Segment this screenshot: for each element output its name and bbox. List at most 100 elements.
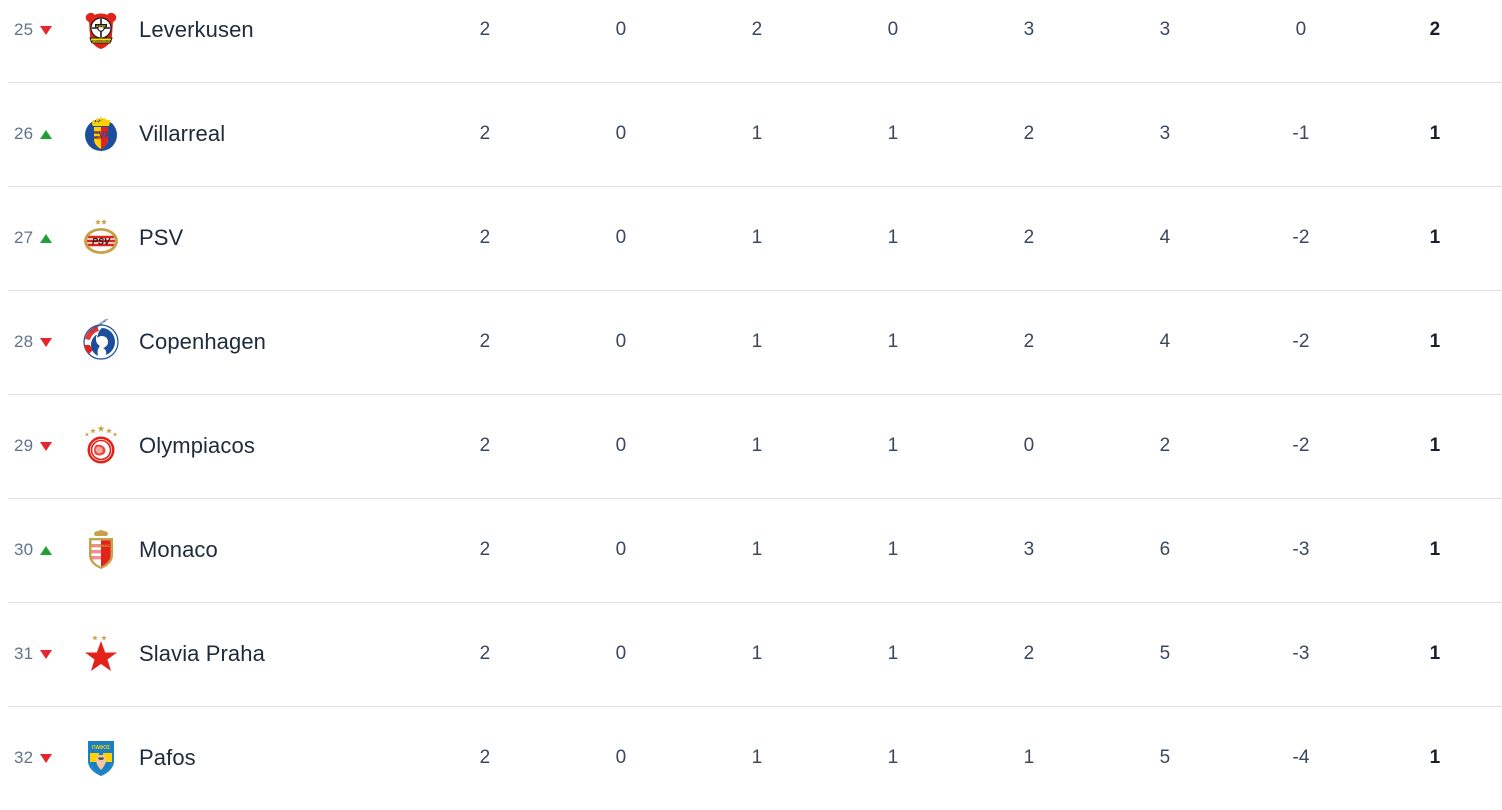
olympiacos-crest: [84, 425, 118, 464]
stat-lost: 1: [887, 435, 899, 456]
stat-played: 2: [479, 19, 491, 40]
stat-won: 0: [615, 643, 627, 664]
svg-text:PSV: PSV: [92, 237, 111, 247]
table-row[interactable]: 28 F.C.KØBENHAVN Copenhagen 2 0 1 1 2 4 -2 1: [0, 290, 1502, 394]
stat-points: 2: [1429, 19, 1441, 40]
stat-drawn: 2: [751, 19, 763, 40]
svg-text:LEVERKUSEN: LEVERKUSEN: [90, 39, 112, 43]
movement-down-icon: [40, 753, 53, 763]
team-crest: [64, 631, 138, 677]
psv-crest: PSV: [84, 219, 118, 254]
stat-points: 1: [1429, 331, 1441, 352]
stat-points: 1: [1429, 643, 1441, 664]
stat-points: 1: [1429, 539, 1441, 560]
copenhagen-crest: F.C.KØBENHAVN: [83, 319, 119, 360]
team-name: Pafos: [139, 745, 196, 770]
rank-number: 30: [14, 540, 34, 559]
team-name: Olympiacos: [139, 433, 255, 458]
stat-won: 0: [615, 539, 627, 560]
movement-down-icon: [40, 441, 53, 451]
stat-won: 0: [615, 19, 627, 40]
team-cell[interactable]: PSV: [138, 225, 417, 251]
stat-goals-for: 2: [1023, 227, 1035, 248]
rank-number: 26: [14, 124, 34, 143]
rank-number: 25: [14, 20, 34, 39]
stat-goals-against: 2: [1159, 435, 1171, 456]
stat-goals-against: 5: [1159, 643, 1171, 664]
stat-played: 2: [479, 435, 491, 456]
movement-up-icon: [40, 233, 53, 243]
rank-cell: 25: [0, 20, 64, 40]
table-row[interactable]: 29 Olympiacos 2 0 1 1 0 2 -2 1: [0, 394, 1502, 498]
stat-drawn: 1: [751, 539, 763, 560]
team-cell[interactable]: Villarreal: [138, 121, 417, 147]
table-row[interactable]: 31 Slavia Praha 2 0 1 1 2 5 -3 1: [0, 602, 1502, 706]
stat-goal-difference: 0: [1295, 19, 1307, 40]
rank-number: 29: [14, 436, 34, 455]
stat-goal-difference: -1: [1292, 123, 1310, 144]
team-cell[interactable]: Monaco: [138, 537, 417, 563]
stat-points: 1: [1429, 227, 1441, 248]
team-cell[interactable]: Slavia Praha: [138, 641, 417, 667]
stat-goals-against: 6: [1159, 539, 1171, 560]
team-cell[interactable]: Olympiacos: [138, 433, 417, 459]
stat-won: 0: [615, 227, 627, 248]
stat-lost: 1: [887, 123, 899, 144]
stat-goal-difference: -4: [1292, 747, 1310, 768]
rank-number: 32: [14, 748, 34, 767]
rank-cell: 28: [0, 332, 64, 352]
svg-text:AS MONACO: AS MONACO: [89, 543, 114, 548]
team-crest: ΠΑΦΟΣ: [64, 735, 138, 781]
stat-played: 2: [479, 643, 491, 664]
stat-lost: 1: [887, 331, 899, 352]
rank-cell: 27: [0, 228, 64, 248]
rank-number: 31: [14, 644, 34, 663]
movement-down-icon: [40, 337, 53, 347]
table-row[interactable]: 26 CVF Villarreal 2 0 1 1 2 3 -1 1: [0, 82, 1502, 186]
stat-lost: 0: [887, 19, 899, 40]
monaco-crest: AS MONACO: [89, 529, 114, 569]
stat-points: 1: [1429, 123, 1441, 144]
stat-drawn: 1: [751, 643, 763, 664]
stat-goal-difference: -3: [1292, 643, 1310, 664]
movement-up-icon: [40, 129, 53, 139]
stat-points: 1: [1429, 747, 1441, 768]
stat-lost: 1: [887, 539, 899, 560]
stat-points: 1: [1429, 435, 1441, 456]
stat-drawn: 1: [751, 435, 763, 456]
stat-lost: 1: [887, 643, 899, 664]
stat-drawn: 1: [751, 227, 763, 248]
stat-goals-for: 1: [1023, 747, 1035, 768]
stat-goal-difference: -2: [1292, 227, 1310, 248]
table-row[interactable]: 25 BAYER LEVERKUSEN Leverkusen 2 0 2 0 3 3 0 2: [0, 0, 1502, 82]
leverkusen-crest: BAYER LEVERKUSEN: [85, 12, 117, 49]
table-row[interactable]: 32 ΠΑΦΟΣ Pafos 2 0 1 1 1 5 -4 1: [0, 706, 1502, 810]
stat-drawn: 1: [751, 123, 763, 144]
team-crest: CVF: [64, 111, 138, 157]
table-row[interactable]: 27 PSV PSV 2 0 1 1 2 4 -2 1: [0, 186, 1502, 290]
rank-number: 27: [14, 228, 34, 247]
stat-goal-difference: -3: [1292, 539, 1310, 560]
team-cell[interactable]: Copenhagen: [138, 329, 417, 355]
stat-goals-for: 2: [1023, 643, 1035, 664]
movement-down-icon: [40, 649, 53, 659]
team-crest: F.C.KØBENHAVN: [64, 319, 138, 365]
team-crest: PSV: [64, 215, 138, 261]
team-name: Leverkusen: [139, 17, 254, 42]
stat-goals-for: 0: [1023, 435, 1035, 456]
rank-cell: 26: [0, 124, 64, 144]
villarreal-crest: CVF: [85, 117, 117, 151]
team-name: PSV: [139, 225, 184, 250]
team-cell[interactable]: Leverkusen: [138, 17, 417, 43]
stat-played: 2: [479, 539, 491, 560]
team-cell[interactable]: Pafos: [138, 745, 417, 771]
stat-goals-against: 3: [1159, 123, 1171, 144]
stat-goals-for: 2: [1023, 331, 1035, 352]
stat-goals-for: 2: [1023, 123, 1035, 144]
stat-lost: 1: [887, 227, 899, 248]
svg-text:ΠΑΦΟΣ: ΠΑΦΟΣ: [92, 745, 110, 751]
stat-won: 0: [615, 747, 627, 768]
table-row[interactable]: 30 AS MONACO Monaco 2 0 1 1 3 6 -3 1: [0, 498, 1502, 602]
